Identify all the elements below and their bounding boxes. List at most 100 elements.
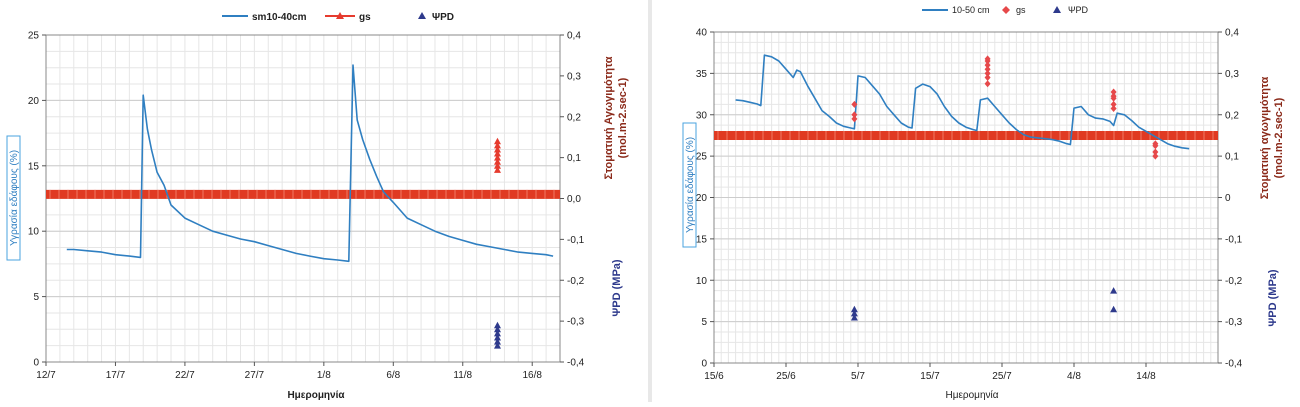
y-right-tick-label: 0,1 <box>1225 152 1239 163</box>
psi-point <box>493 325 501 333</box>
y-left-tick-label: 25 <box>28 31 40 42</box>
x-tick-label: 11/8 <box>453 370 472 381</box>
y-right-tick-label: 0,2 <box>567 112 581 123</box>
legend-sm-label: sm10-40cm <box>252 12 307 23</box>
gs-point <box>851 100 858 108</box>
gs-point <box>1110 92 1117 100</box>
soil-moisture-chart-left: sm10-40cm gs ΨPD 0 5 10 15 20 25 -0,4 -0,3 -0,2 -… <box>6 12 629 401</box>
y-right-tick-label: 0,4 <box>1225 28 1239 39</box>
legend-psi-label: ΨPD <box>432 12 454 23</box>
gs-point <box>984 61 991 69</box>
y-axis-right-title: Στοματική Αγωγιμότητα (mol.m-2.sec-1) ΨP… <box>603 56 629 316</box>
y-left-tick-label: 35 <box>696 69 708 80</box>
y-right-tick-label: 0,0 <box>567 194 581 205</box>
gs-point <box>1110 100 1117 108</box>
x-axis-title: Ημερομηνία <box>287 390 345 401</box>
y-left-tick-label: 40 <box>696 28 708 39</box>
y-axis-right-units: (mol.m-2.sec-1) <box>1273 97 1285 178</box>
gs-point <box>1152 148 1159 156</box>
gs-point <box>1110 88 1117 96</box>
gs-point <box>984 69 991 77</box>
gs-point <box>493 141 501 149</box>
gs-point <box>493 158 501 165</box>
y-left-tick-label: 20 <box>28 96 40 107</box>
x-axis-title: Ημερομηνία <box>945 389 998 401</box>
y-right-tick-label: -0,1 <box>1225 234 1243 245</box>
gs-point <box>493 162 501 169</box>
x-tick-label: 14/8 <box>1136 371 1156 382</box>
y-right-tick-label: -0,3 <box>1225 317 1243 328</box>
x-tick-label: 16/8 <box>522 370 542 381</box>
y-axis-left-title: Υγρασία εδάφους (%) <box>682 122 697 248</box>
y-left-tick-label: 0 <box>701 359 707 370</box>
x-tick-label: 15/6 <box>704 371 724 382</box>
y-right-tick-label: -0,2 <box>567 276 585 287</box>
gs-point <box>493 145 501 153</box>
y-left-tick-label: 10 <box>696 276 708 287</box>
psi-point <box>493 333 501 341</box>
y-right-tick-label: -0,2 <box>1225 276 1243 287</box>
y-left-tick-label: 20 <box>696 193 708 204</box>
legend: sm10-40cm gs ΨPD <box>222 12 454 23</box>
legend: 10-50 cm gs ΨPD <box>922 5 1089 15</box>
y-axis-psi-label: ΨPD (MPa) <box>611 259 623 317</box>
psi-point <box>1110 287 1118 294</box>
gs-point <box>984 80 991 88</box>
y-axis-left-label: Υγρασία εδάφους (%) <box>684 137 696 233</box>
y-axis-left-title: Υγρασία εδάφους (%) <box>6 135 21 261</box>
x-tick-label: 17/7 <box>106 370 126 381</box>
x-tick-label: 25/7 <box>992 371 1012 382</box>
legend-gs-marker <box>1002 6 1010 14</box>
psi-point <box>850 305 858 313</box>
legend-psi-marker <box>1053 6 1061 13</box>
y-axis-right-units: (mol.m-2.sec-1) <box>617 77 629 158</box>
psi-point <box>850 313 858 321</box>
x-tick-label: 12/7 <box>36 370 56 381</box>
y-right-tick-label: 0,3 <box>567 71 581 82</box>
x-tick-label: 25/6 <box>776 371 796 382</box>
y-right-tick-label: 0,1 <box>567 153 581 164</box>
gs-point <box>493 154 501 161</box>
panel-divider <box>648 0 652 402</box>
soil-moisture-line <box>735 54 1190 150</box>
gs-point <box>493 137 501 145</box>
gs-point <box>984 65 991 73</box>
y-axis-right-title: Στοματική αγωγιμότητα (mol.m-2.sec-1) ΨP… <box>1259 76 1285 326</box>
gs-point <box>493 150 501 157</box>
y-left-tick-label: 10 <box>28 227 40 238</box>
gs-point <box>851 111 858 119</box>
soil-moisture-line <box>66 64 554 263</box>
x-tick-label: 15/7 <box>920 371 940 382</box>
y-left-tick-label: 0 <box>33 358 39 369</box>
gs-point <box>1152 152 1159 160</box>
y-left-tick-label: 15 <box>696 234 708 245</box>
legend-psi-marker <box>418 12 426 19</box>
gs-point <box>1152 140 1159 148</box>
x-tick-label: 4/8 <box>1067 371 1081 382</box>
legend-sm-label: 10-50 cm <box>952 5 990 15</box>
y-right-tick-label: 0,2 <box>1225 110 1239 121</box>
y-axis-psi-label: ΨPD (MPa) <box>1267 269 1279 327</box>
chart-panel-right: 10-50 cm gs ΨPD 0 5 10 15 20 25 30 35 40 -0,4 -0,3… <box>652 0 1300 402</box>
y-right-tick-label: -0,1 <box>567 235 585 246</box>
y-axis-right-label: Στοματική αγωγιμότητα <box>1259 76 1271 199</box>
plot-area: 0 5 10 15 20 25 -0,4 -0,3 -0,2 -0,1 0,0 0,1 0,2 0,3 0,… <box>28 31 585 382</box>
gs-point <box>984 55 991 63</box>
psi-point <box>493 338 501 345</box>
y-right-tick-label: -0,3 <box>567 317 585 328</box>
psi-point <box>493 329 501 337</box>
plot-area: 0 5 10 15 20 25 30 35 40 -0,4 -0,3 -0,2 -0,1 0 0,1 0,2 0… <box>696 28 1243 383</box>
y-axis-right-label: Στοματική Αγωγιμότητα <box>603 56 615 179</box>
y-left-tick-label: 5 <box>701 317 707 328</box>
y-left-tick-label: 30 <box>696 110 708 121</box>
gs-point <box>984 74 991 82</box>
x-tick-label: 27/7 <box>245 370 265 381</box>
y-left-tick-label: 5 <box>33 292 39 303</box>
psi-point <box>493 342 501 349</box>
y-right-tick-label: -0,4 <box>1225 359 1243 370</box>
gs-point <box>493 166 501 173</box>
chart-panel-left: sm10-40cm gs ΨPD 0 5 10 15 20 25 -0,4 -0,3 -0,2 -… <box>0 0 648 402</box>
psi-point <box>1110 305 1118 313</box>
y-left-tick-label: 15 <box>28 161 40 172</box>
x-tick-label: 6/8 <box>386 370 400 381</box>
